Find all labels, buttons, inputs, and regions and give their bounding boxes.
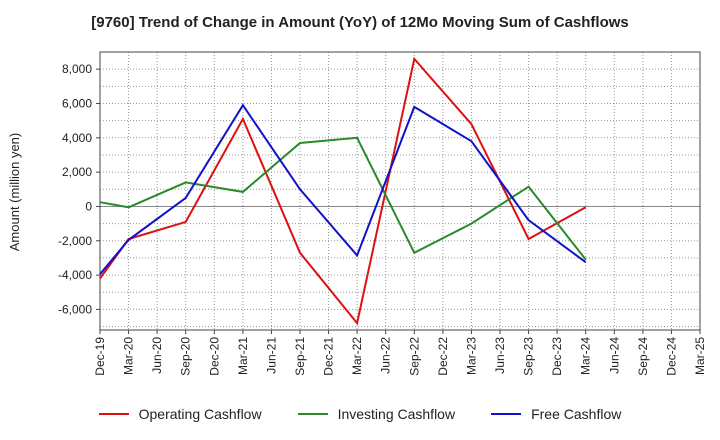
series-layer (99, 56, 587, 326)
x-tick-label: Sep-22 (407, 337, 421, 376)
x-tick-label: Sep-23 (522, 337, 536, 376)
legend-swatch (491, 413, 522, 415)
x-tick-label: Dec-22 (436, 337, 450, 376)
y-tick-label: 4,000 (62, 131, 92, 145)
series-line-investing-cashflow (99, 136, 587, 261)
chart-title: [9760] Trend of Change in Amount (YoY) o… (91, 14, 629, 31)
legend-item: Investing Cashflow (297, 406, 456, 422)
y-tick-label: -4,000 (58, 268, 92, 282)
x-tick-label: Dec-24 (664, 337, 678, 376)
legend-label: Operating Cashflow (138, 406, 262, 422)
y-tick-label: 2,000 (62, 165, 92, 179)
legend-swatch (297, 413, 328, 415)
legend-item: Free Cashflow (491, 406, 621, 422)
x-tick-label: Jun-24 (607, 337, 621, 374)
x-tick-label: Dec-21 (322, 337, 336, 376)
axis-layer: -6,000 -4,000 -2,000 0 2,000 4,000 6,000 8,000 D… (58, 51, 707, 376)
x-tick-label: Mar-21 (236, 337, 250, 375)
plot-border (99, 51, 701, 331)
legend-label: Investing Cashflow (337, 406, 456, 422)
x-tick-label: Dec-19 (93, 337, 107, 376)
x-tick-label: Sep-20 (179, 337, 193, 376)
x-tick-label: Mar-24 (579, 337, 593, 375)
x-tick-label: Sep-21 (293, 337, 307, 376)
y-tick-label: -6,000 (58, 302, 92, 316)
y-tick-label: 8,000 (62, 62, 92, 76)
y-tick-label: 0 (85, 199, 92, 213)
x-tick-label: Jun-23 (493, 337, 507, 374)
x-tick-label: Sep-24 (636, 337, 650, 376)
legend-item: Operating Cashflow (98, 406, 262, 422)
series-line-free-cashflow (99, 103, 587, 275)
x-tick-label: Mar-22 (350, 337, 364, 375)
x-tick-label: Mar-25 (693, 337, 707, 375)
legend-swatch (98, 413, 129, 415)
x-tick-label: Mar-23 (464, 337, 478, 375)
series-line-operating-cashflow (99, 56, 587, 326)
x-tick-label: Jun-20 (150, 337, 164, 374)
x-tick-label: Dec-23 (550, 337, 564, 376)
x-tick-label: Dec-20 (207, 337, 221, 376)
legend: Operating Cashflow Investing Cashflow Free… (0, 406, 720, 422)
y-tick-label: -2,000 (58, 234, 92, 248)
x-tick-label: Mar-20 (122, 337, 136, 375)
y-axis-title: Amount (million yen) (7, 133, 22, 252)
legend-label: Free Cashflow (531, 406, 622, 422)
x-tick-label: Jun-21 (264, 337, 278, 374)
x-tick-label: Jun-22 (379, 337, 393, 374)
y-tick-label: 6,000 (62, 96, 92, 110)
